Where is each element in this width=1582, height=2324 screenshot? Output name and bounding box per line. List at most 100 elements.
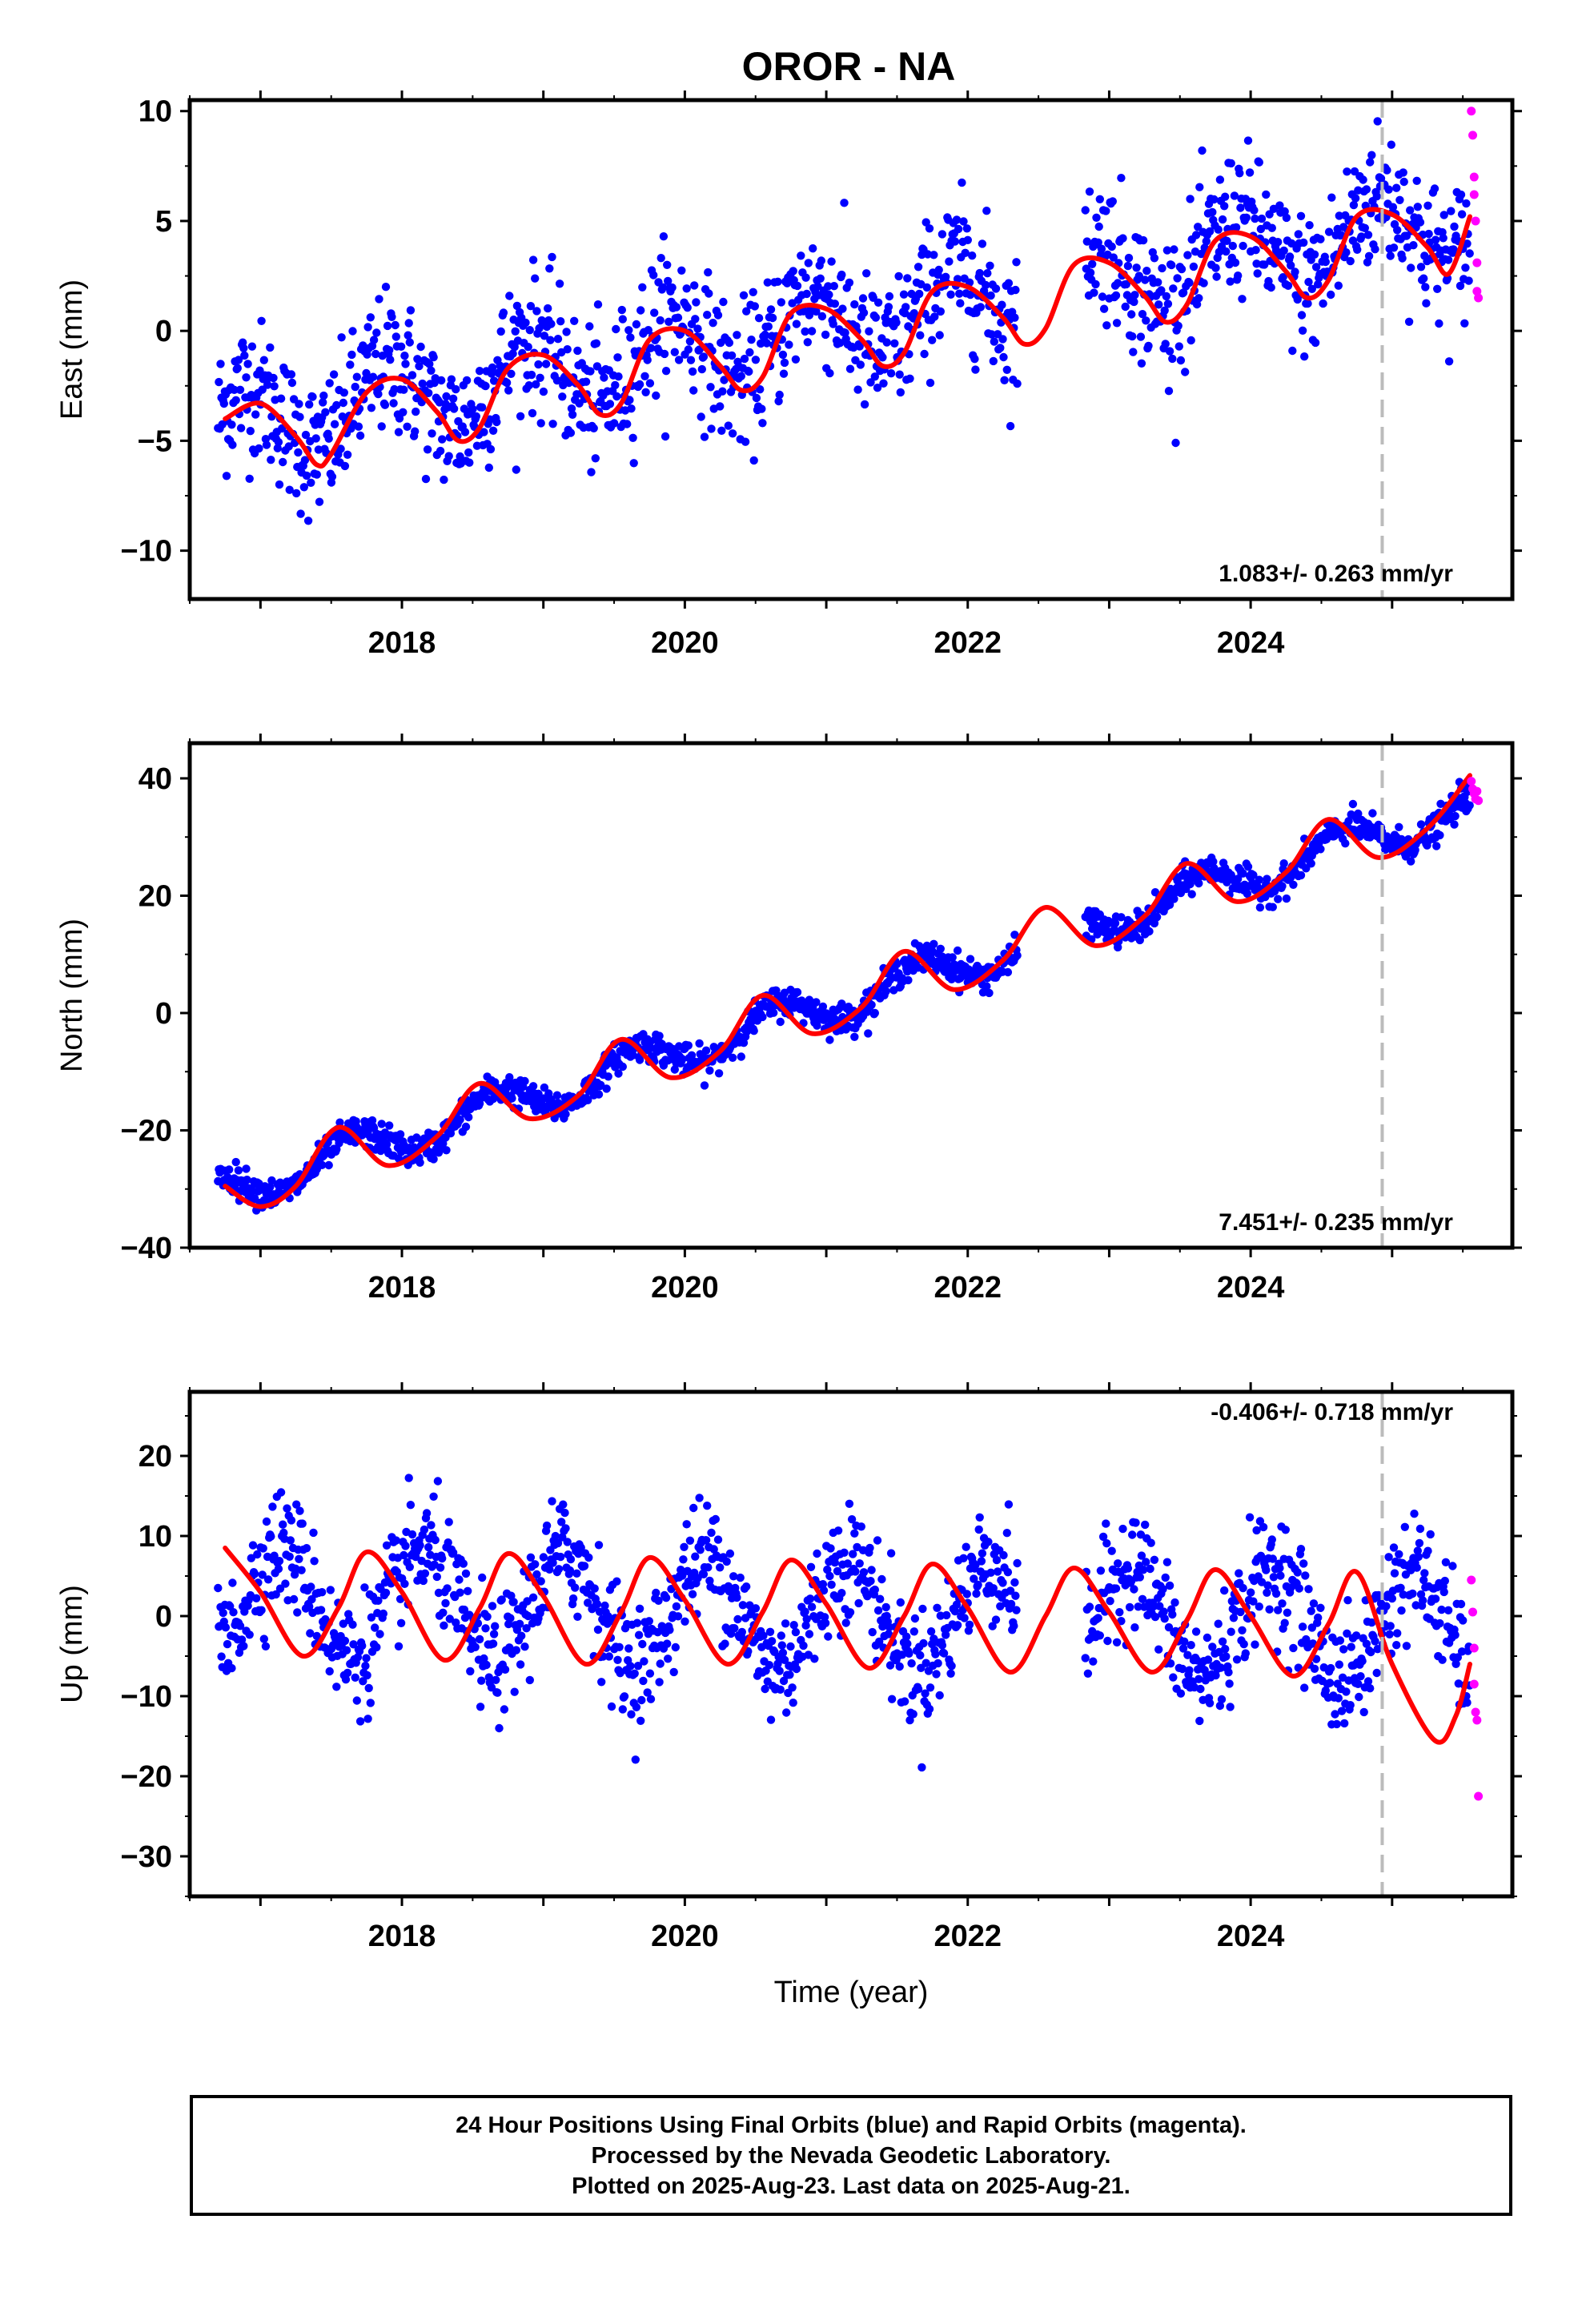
- final-orbit-point: [270, 382, 279, 391]
- final-orbit-point: [412, 407, 420, 416]
- final-orbit-point: [1267, 283, 1275, 292]
- final-orbit-point: [380, 400, 390, 409]
- final-orbit-point: [699, 1570, 709, 1579]
- final-orbit-point: [556, 1552, 565, 1562]
- final-orbit-point: [792, 320, 801, 328]
- final-orbit-point: [717, 426, 726, 435]
- final-orbit-point: [319, 398, 327, 407]
- final-orbit-point: [691, 1552, 700, 1561]
- final-orbit-point: [548, 1497, 556, 1506]
- final-orbit-point: [895, 370, 904, 379]
- final-orbit-point: [465, 458, 474, 467]
- final-orbit-point: [899, 290, 909, 299]
- final-orbit-point: [1287, 261, 1295, 270]
- final-orbit-point: [1141, 275, 1150, 284]
- final-orbit-point: [996, 344, 1005, 352]
- final-orbit-point: [346, 360, 355, 369]
- final-orbit-point: [1415, 1524, 1425, 1534]
- final-orbit-point: [253, 1550, 262, 1559]
- final-orbit-point: [440, 475, 448, 485]
- final-orbit-point: [1325, 1679, 1335, 1687]
- final-orbit-point: [1439, 1587, 1448, 1597]
- final-orbit-point: [1171, 438, 1180, 448]
- model-fit-line: [223, 1546, 1472, 1745]
- final-orbit-point: [797, 251, 805, 260]
- final-orbit-point: [1426, 1530, 1435, 1539]
- final-orbit-point: [926, 1627, 936, 1636]
- final-orbit-point: [306, 1629, 315, 1638]
- final-orbit-point: [1189, 262, 1199, 271]
- final-orbit-point: [862, 269, 871, 278]
- final-orbit-point: [1227, 159, 1235, 168]
- final-orbit-point: [1262, 190, 1271, 199]
- final-orbit-point: [1128, 1530, 1137, 1539]
- final-orbit-point: [233, 364, 242, 372]
- final-orbit-point: [1176, 356, 1186, 365]
- final-orbit-point: [480, 428, 488, 436]
- final-orbit-point: [382, 1541, 391, 1550]
- final-orbit-point: [555, 279, 564, 288]
- final-orbit-point: [1269, 1573, 1279, 1582]
- final-orbit-point: [934, 265, 943, 275]
- final-orbit-point: [703, 1502, 712, 1510]
- final-orbit-point: [1262, 1566, 1271, 1574]
- final-orbit-point: [989, 356, 998, 366]
- final-orbit-point: [580, 1562, 589, 1570]
- final-orbit-point: [627, 1710, 636, 1719]
- final-orbit-point: [840, 199, 849, 207]
- final-orbit-point: [594, 1541, 604, 1550]
- final-orbit-point: [234, 1166, 243, 1175]
- final-orbit-point: [689, 386, 698, 395]
- y-tick-label: 20: [139, 879, 172, 913]
- final-orbit-point: [1274, 238, 1283, 247]
- final-orbit-point: [926, 378, 935, 388]
- final-orbit-point: [751, 356, 761, 364]
- final-orbit-point: [251, 410, 260, 419]
- final-orbit-point: [738, 1601, 748, 1610]
- final-orbit-point: [637, 1695, 646, 1705]
- final-orbit-point: [975, 268, 984, 278]
- final-orbit-point: [1013, 1558, 1022, 1568]
- final-orbit-point: [375, 1630, 384, 1638]
- final-orbit-point: [547, 320, 556, 328]
- final-orbit-point: [933, 1603, 942, 1613]
- final-orbit-point: [645, 1669, 655, 1678]
- final-orbit-point: [672, 1602, 681, 1611]
- final-orbit-point: [690, 281, 699, 290]
- final-orbit-point: [1117, 913, 1126, 922]
- final-orbit-point: [757, 404, 766, 413]
- final-orbit-point: [687, 1051, 697, 1060]
- final-orbit-point: [978, 1549, 987, 1558]
- final-orbit-point: [552, 376, 562, 385]
- final-orbit-point: [431, 1535, 440, 1545]
- final-orbit-point: [805, 1630, 814, 1638]
- final-orbit-point: [945, 257, 954, 266]
- final-orbit-point: [696, 1546, 705, 1554]
- final-orbit-point: [786, 1642, 795, 1651]
- final-orbit-point: [870, 1008, 880, 1018]
- final-orbit-point: [765, 1661, 774, 1670]
- final-orbit-point: [1418, 1596, 1427, 1605]
- rapid-orbit-point: [1468, 131, 1478, 140]
- final-orbit-point: [1289, 1643, 1298, 1653]
- final-orbit-point: [635, 1604, 644, 1614]
- final-orbit-point: [671, 1642, 680, 1652]
- final-orbit-point: [1420, 1569, 1429, 1578]
- final-orbit-point: [1107, 1546, 1116, 1555]
- final-orbit-point: [885, 292, 894, 301]
- final-orbit-point: [1109, 253, 1118, 262]
- final-orbit-point: [1335, 1636, 1345, 1645]
- final-orbit-point: [394, 428, 404, 436]
- final-orbit-point: [1178, 1644, 1188, 1653]
- final-orbit-point: [1291, 267, 1299, 276]
- final-orbit-point: [825, 290, 833, 300]
- final-orbit-point: [215, 377, 223, 387]
- final-orbit-point: [1430, 184, 1439, 193]
- final-orbit-point: [1006, 421, 1015, 431]
- final-orbit-point: [246, 427, 255, 436]
- final-orbit-point: [612, 392, 621, 401]
- y-tick-label: −10: [121, 535, 172, 569]
- final-orbit-point: [821, 1618, 830, 1628]
- final-orbit-point: [1239, 1583, 1247, 1593]
- final-orbit-point: [887, 1695, 897, 1703]
